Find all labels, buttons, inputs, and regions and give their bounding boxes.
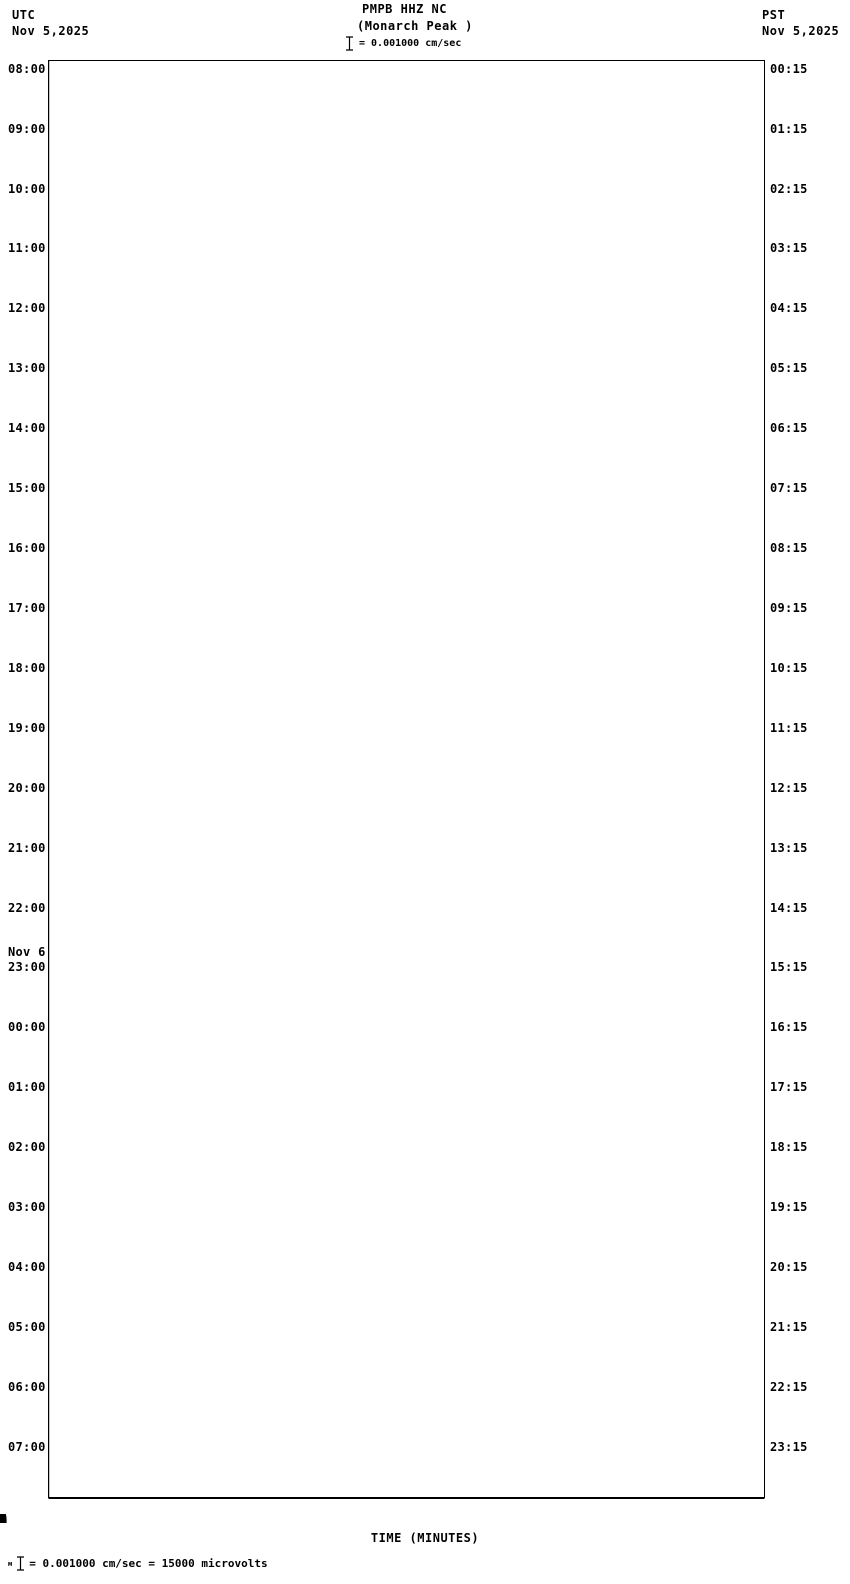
utc-hour-label: 08:00 bbox=[8, 61, 46, 76]
utc-hour-label: 01:00 bbox=[8, 1080, 46, 1095]
pst-hour-label: 08:15 bbox=[770, 541, 808, 556]
utc-hour-label: 11:00 bbox=[8, 241, 46, 256]
pst-timezone-label: PST bbox=[762, 8, 786, 22]
header-scale-text: = 0.001000 cm/sec bbox=[359, 38, 462, 49]
pst-hour-label: 20:15 bbox=[770, 1260, 808, 1275]
pst-hour-label: 12:15 bbox=[770, 780, 808, 795]
day-change-marker: Nov 6 bbox=[8, 945, 46, 960]
pst-hour-label: 06:15 bbox=[770, 421, 808, 436]
axis-tick-label: 3 bbox=[0, 1512, 4, 1526]
utc-hour-label: 16:00 bbox=[8, 541, 46, 556]
pst-hour-label: 14:15 bbox=[770, 900, 808, 915]
axis-tick-label: 8 bbox=[0, 1512, 4, 1526]
pst-hour-label: 00:15 bbox=[770, 61, 808, 76]
utc-hour-label: 23:00 bbox=[8, 960, 46, 975]
utc-hour-label: 22:00 bbox=[8, 900, 46, 915]
pst-hour-label: 07:15 bbox=[770, 481, 808, 496]
axis-tick-label: 6 bbox=[0, 1512, 4, 1526]
utc-hour-label: 14:00 bbox=[8, 421, 46, 436]
utc-hour-label: 12:00 bbox=[8, 301, 46, 316]
utc-hour-label: 04:00 bbox=[8, 1260, 46, 1275]
pst-hour-label: 04:15 bbox=[770, 301, 808, 316]
utc-hour-label: 21:00 bbox=[8, 840, 46, 855]
pst-hour-label: 22:15 bbox=[770, 1379, 808, 1394]
pst-hour-label: 10:15 bbox=[770, 660, 808, 675]
utc-hour-label: 00:00 bbox=[8, 1020, 46, 1035]
axis-tick-label: 11 bbox=[0, 1512, 8, 1526]
pst-hour-label: 21:15 bbox=[770, 1319, 808, 1334]
utc-hour-label: 13:00 bbox=[8, 361, 46, 376]
axis-tick-label: 7 bbox=[0, 1512, 4, 1526]
pst-hour-label: 15:15 bbox=[770, 960, 808, 975]
pst-hour-label: 13:15 bbox=[770, 840, 808, 855]
utc-hour-label: 15:00 bbox=[8, 481, 46, 496]
pst-date-label: Nov 5,2025 bbox=[762, 24, 840, 38]
utc-hour-label: 06:00 bbox=[8, 1379, 46, 1394]
utc-hour-label: 07:00 bbox=[8, 1439, 46, 1454]
utc-hour-label: 09:00 bbox=[8, 121, 46, 136]
pst-hour-label: 02:15 bbox=[770, 181, 808, 196]
pst-hour-label: 23:15 bbox=[770, 1439, 808, 1454]
pst-hour-label: 19:15 bbox=[770, 1200, 808, 1215]
footer-scale-text: = 0.001000 cm/sec = 15000 microvolts bbox=[29, 1557, 268, 1570]
utc-hour-label: 10:00 bbox=[8, 181, 46, 196]
pst-hour-label: 16:15 bbox=[770, 1020, 808, 1035]
utc-hour-label: 20:00 bbox=[8, 780, 46, 795]
seismogram-traces bbox=[49, 61, 764, 1497]
time-axis-ticks bbox=[48, 1498, 765, 1499]
utc-date-label: Nov 5,2025 bbox=[12, 24, 90, 38]
pst-hour-label: 11:15 bbox=[770, 720, 808, 735]
axis-tick-label: 0 bbox=[0, 1512, 4, 1526]
footer-scale-prefix: м bbox=[8, 1559, 13, 1568]
utc-timezone-label: UTC bbox=[12, 8, 36, 22]
utc-hour-label: 02:00 bbox=[8, 1140, 46, 1155]
pst-hour-label: 01:15 bbox=[770, 121, 808, 136]
pst-hour-label: 18:15 bbox=[770, 1140, 808, 1155]
pst-hour-label: 03:15 bbox=[770, 241, 808, 256]
axis-tick-label: 2 bbox=[0, 1512, 4, 1526]
pst-hour-label: 17:15 bbox=[770, 1080, 808, 1095]
utc-hour-label: 19:00 bbox=[8, 720, 46, 735]
pst-hour-label: 05:15 bbox=[770, 361, 808, 376]
axis-tick-label: 15 bbox=[0, 1512, 8, 1526]
axis-tick-label: 9 bbox=[0, 1512, 4, 1526]
utc-hour-label: 17:00 bbox=[8, 600, 46, 615]
vertical-scale-bar-icon bbox=[16, 1556, 25, 1571]
axis-tick-label: 12 bbox=[0, 1512, 8, 1526]
footer-scale-legend: м = 0.001000 cm/sec = 15000 microvolts bbox=[8, 1556, 268, 1571]
utc-hour-label: 05:00 bbox=[8, 1319, 46, 1334]
axis-tick-label: 13 bbox=[0, 1512, 8, 1526]
header-scale-legend: = 0.001000 cm/sec bbox=[345, 36, 461, 51]
time-axis-title: TIME (MINUTES) bbox=[370, 1531, 480, 1545]
utc-hour-label: 18:00 bbox=[8, 660, 46, 675]
axis-tick-label: 10 bbox=[0, 1512, 8, 1526]
axis-tick-label: 1 bbox=[0, 1512, 4, 1526]
utc-hour-label: 03:00 bbox=[8, 1200, 46, 1215]
vertical-scale-bar-icon bbox=[345, 36, 354, 51]
pst-hour-label: 09:15 bbox=[770, 600, 808, 615]
helicorder-plot-area[interactable] bbox=[48, 60, 765, 1498]
axis-tick-label: 5 bbox=[0, 1512, 4, 1526]
station-code-title: PMPB HHZ NC bbox=[362, 2, 447, 16]
axis-tick-label: 4 bbox=[0, 1512, 4, 1526]
time-axis-numbers: 0123456789101112131415 bbox=[0, 1512, 850, 1528]
axis-tick-label: 14 bbox=[0, 1512, 8, 1526]
station-name-title: (Monarch Peak ) bbox=[357, 19, 473, 33]
